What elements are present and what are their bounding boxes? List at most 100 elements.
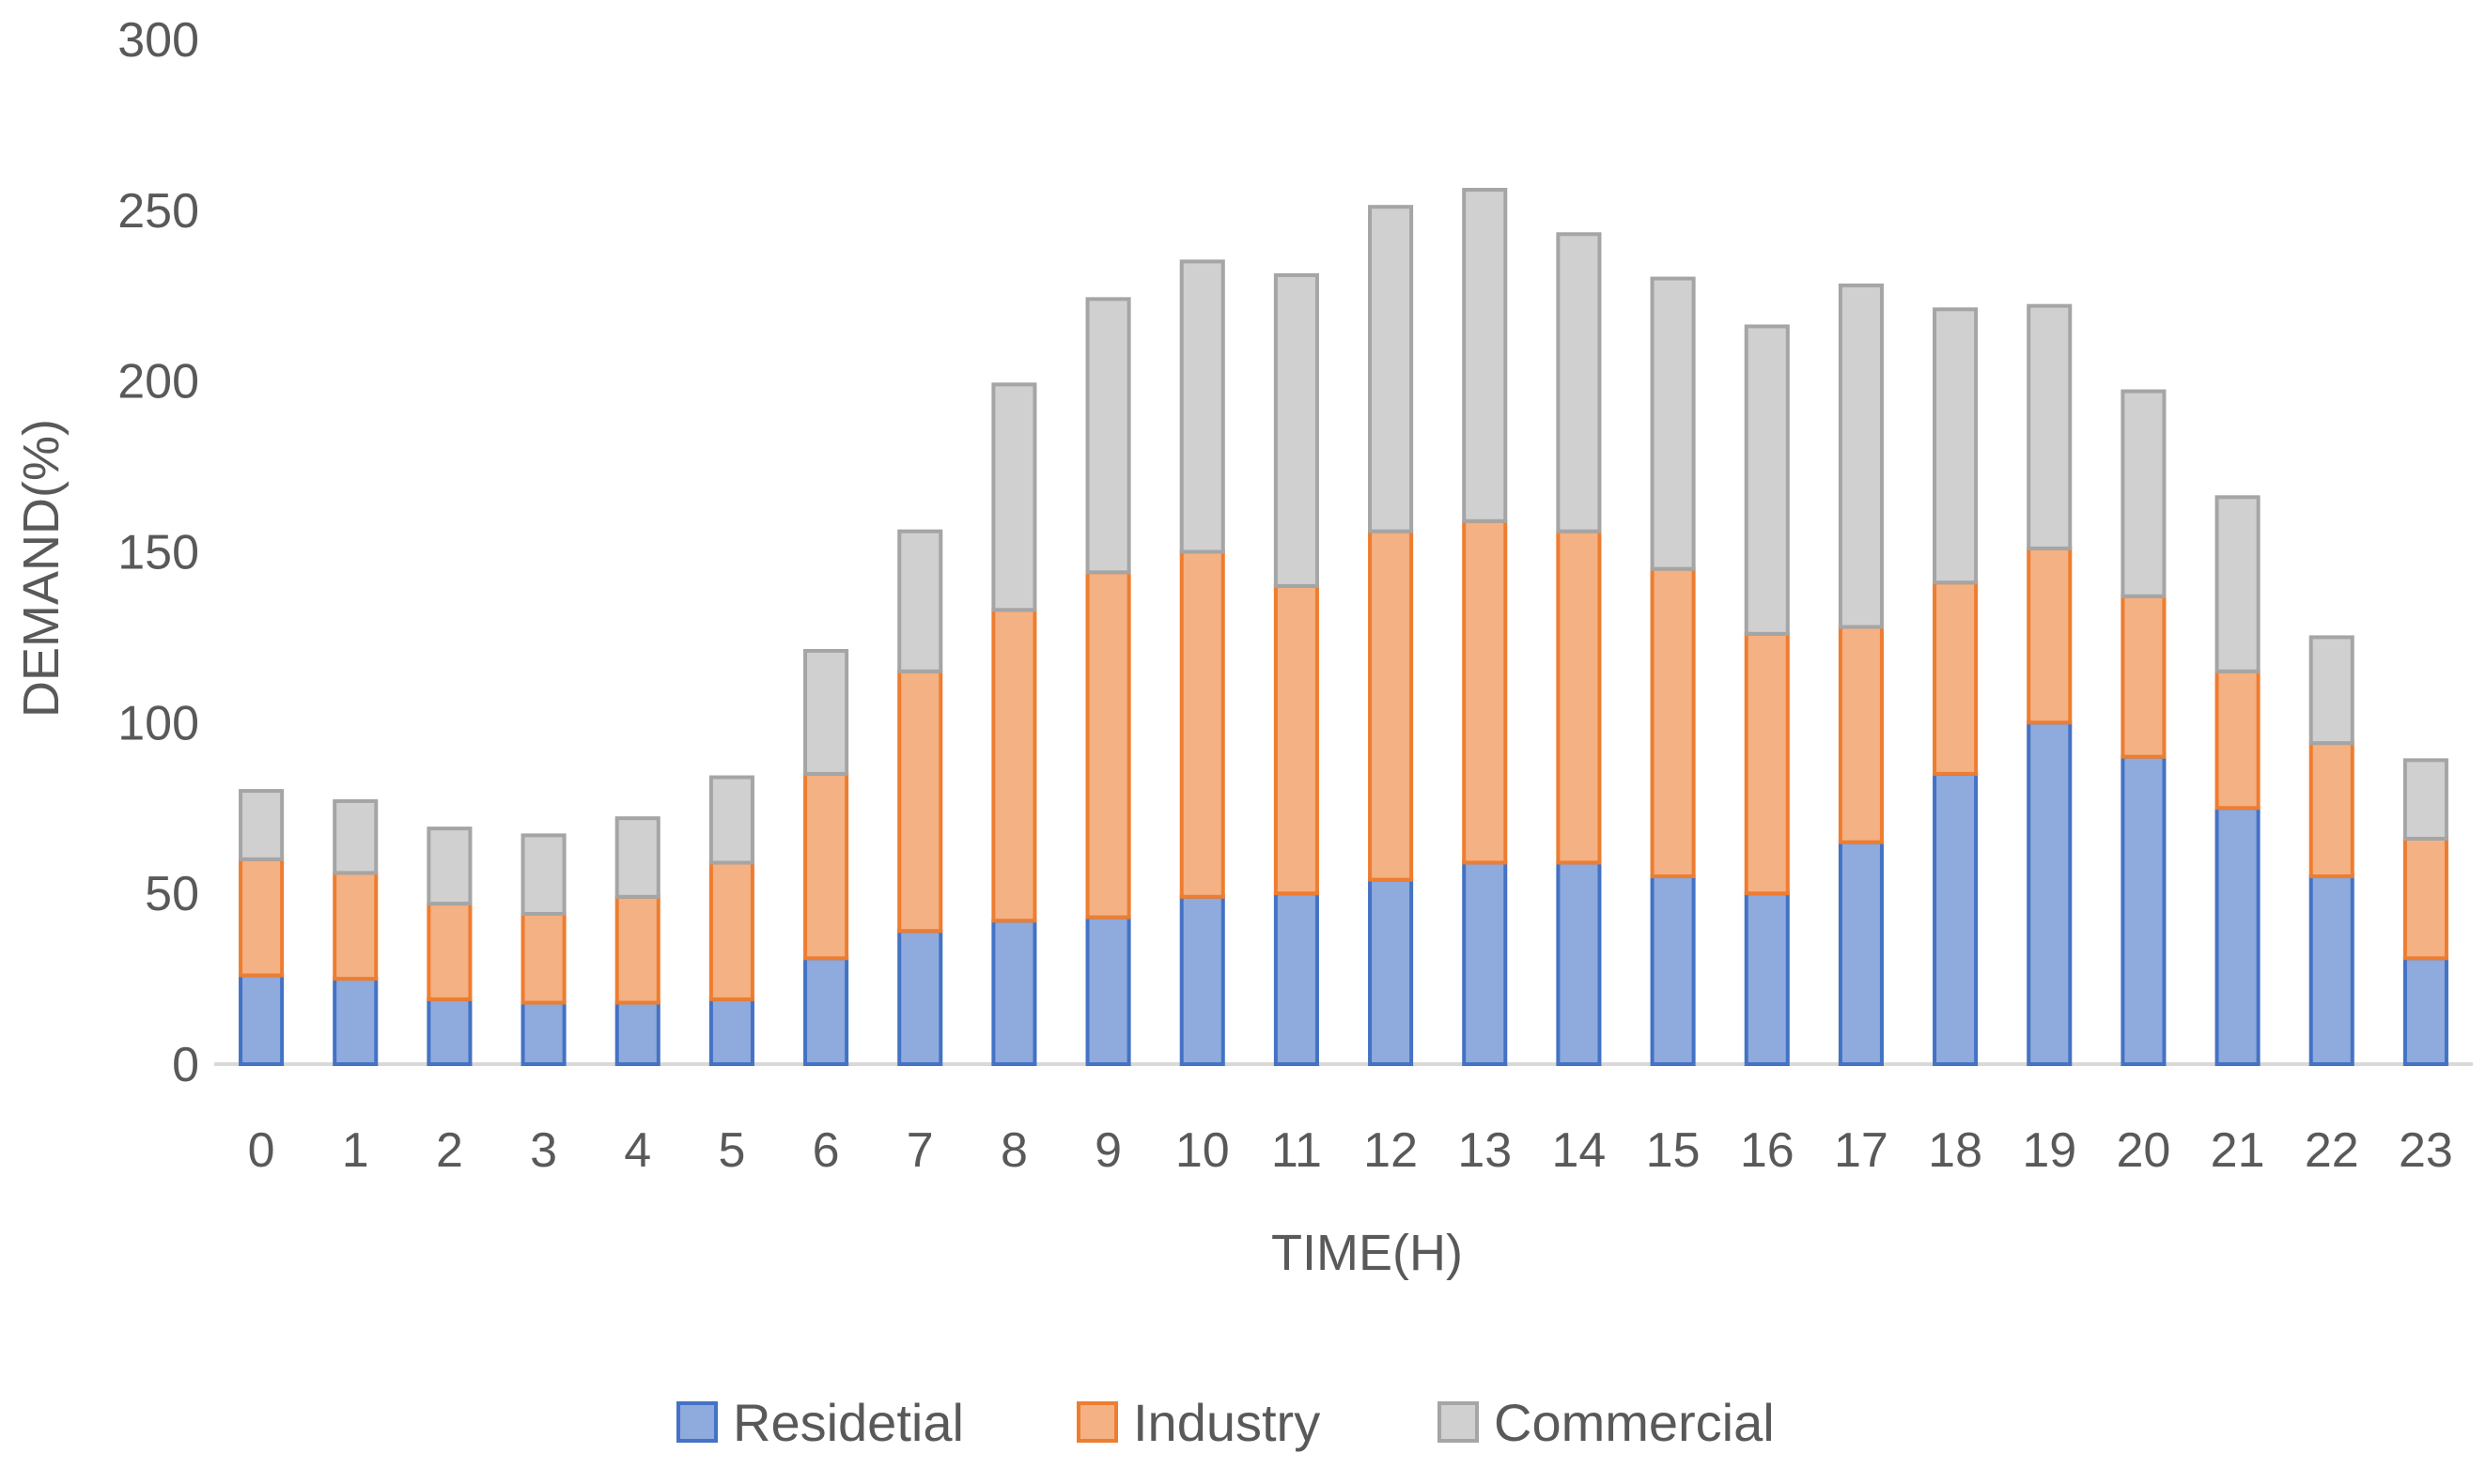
bar-industry-18 (1933, 580, 1979, 776)
y-tick-label: 50 (145, 867, 199, 921)
legend-swatch-industry (1077, 1401, 1118, 1443)
bar-commercial-6 (803, 648, 849, 776)
bar-residetial-19 (2027, 720, 2073, 1067)
bar-commercial-12 (1368, 205, 1414, 533)
x-tick-label: 3 (530, 1123, 557, 1178)
bar-residetial-3 (521, 1000, 567, 1067)
y-tick-label: 150 (117, 526, 199, 580)
bar-residetial-7 (897, 929, 943, 1066)
x-tick-label: 20 (2116, 1123, 2170, 1178)
bar-commercial-21 (2214, 495, 2261, 673)
bar-industry-6 (803, 771, 849, 961)
bar-industry-16 (1744, 631, 1790, 896)
x-tick-label: 13 (1457, 1123, 1512, 1178)
bar-commercial-20 (2121, 389, 2167, 598)
bar-residetial-13 (1462, 860, 1508, 1066)
x-tick-label: 1 (342, 1123, 369, 1178)
x-tick-label: 12 (1363, 1123, 1418, 1178)
bar-residetial-18 (1933, 771, 1979, 1066)
x-axis-title: TIME(H) (1271, 1225, 1463, 1281)
x-axis-ticks: 0 1 2 3 4 5 6 7 8 9 10 11 12 13 14 15 16 17 18 19 20 21 22 23 (248, 1123, 2453, 1178)
bar-industry-0 (239, 857, 285, 978)
bar-residetial-1 (333, 977, 379, 1066)
x-tick-label: 2 (436, 1123, 463, 1178)
bar-industry-10 (1179, 549, 1225, 899)
bar-residetial-8 (991, 919, 1037, 1067)
x-tick-label: 7 (907, 1123, 934, 1178)
x-tick-label: 15 (1646, 1123, 1701, 1178)
bar-industry-1 (333, 871, 379, 982)
bar-commercial-15 (1650, 276, 1696, 571)
bar-industry-22 (2308, 741, 2354, 878)
y-tick-label: 0 (172, 1038, 199, 1092)
x-tick-label: 14 (1551, 1123, 1606, 1178)
x-tick-label: 11 (1271, 1123, 1322, 1178)
y-tick-label: 300 (117, 13, 199, 68)
bar-commercial-5 (708, 775, 754, 865)
bar-commercial-19 (2027, 303, 2073, 550)
bar-industry-2 (427, 902, 473, 1001)
bar-residetial-23 (2402, 956, 2448, 1067)
bar-commercial-14 (1556, 232, 1602, 533)
bar-industry-13 (1462, 518, 1508, 865)
x-tick-label: 10 (1175, 1123, 1230, 1178)
x-tick-label: 16 (1740, 1123, 1795, 1178)
bar-residetial-22 (2308, 873, 2354, 1066)
bar-residetial-6 (803, 956, 849, 1067)
bar-commercial-0 (239, 789, 285, 861)
bar-residetial-16 (1744, 891, 1790, 1066)
x-tick-label: 0 (248, 1123, 275, 1178)
bar-residetial-11 (1273, 891, 1319, 1066)
bar-residetial-17 (1838, 840, 1884, 1066)
bar-industry-4 (614, 894, 660, 1005)
bar-industry-23 (2402, 836, 2448, 961)
bar-industry-19 (2027, 546, 2073, 725)
bar-commercial-11 (1273, 272, 1319, 588)
bar-commercial-2 (427, 827, 473, 906)
legend-label-industry: Industry (1133, 1393, 1320, 1452)
bar-industry-21 (2214, 669, 2261, 811)
bar-residetial-14 (1556, 860, 1602, 1066)
bar-commercial-4 (614, 816, 660, 899)
bar-residetial-10 (1179, 894, 1225, 1066)
legend-swatch-residetial (676, 1401, 718, 1443)
bar-residetial-21 (2214, 806, 2261, 1066)
x-tick-label: 4 (624, 1123, 651, 1178)
x-tick-label: 22 (2305, 1123, 2359, 1178)
bar-residetial-2 (427, 997, 473, 1067)
bar-commercial-1 (333, 798, 379, 875)
bar-industry-15 (1650, 566, 1696, 878)
legend: Residetial Industry Commercial (676, 1393, 1775, 1452)
bar-industry-12 (1368, 529, 1414, 882)
bars (239, 188, 2448, 1067)
bar-commercial-13 (1462, 188, 1508, 523)
bar-industry-3 (521, 911, 567, 1005)
bar-commercial-9 (1085, 297, 1131, 575)
bar-industry-20 (2121, 594, 2167, 759)
x-tick-label: 5 (718, 1123, 745, 1178)
x-tick-label: 9 (1095, 1123, 1122, 1178)
legend-swatch-commercial (1437, 1401, 1479, 1443)
bar-commercial-3 (521, 833, 567, 916)
x-tick-label: 23 (2399, 1123, 2453, 1178)
bar-industry-5 (708, 860, 754, 1001)
bar-commercial-22 (2308, 635, 2354, 746)
bar-residetial-12 (1368, 877, 1414, 1066)
bar-industry-11 (1273, 583, 1319, 896)
bar-commercial-8 (991, 382, 1037, 612)
bar-industry-14 (1556, 529, 1602, 865)
bar-industry-8 (991, 608, 1037, 923)
bar-residetial-15 (1650, 873, 1696, 1066)
bar-residetial-0 (239, 973, 285, 1066)
x-tick-label: 19 (2022, 1123, 2076, 1178)
bar-residetial-20 (2121, 754, 2167, 1066)
bar-commercial-10 (1179, 259, 1225, 554)
x-tick-label: 6 (813, 1123, 840, 1178)
legend-label-residetial: Residetial (733, 1393, 964, 1452)
y-tick-label: 100 (117, 696, 199, 750)
bar-commercial-7 (897, 529, 943, 673)
bar-commercial-17 (1838, 283, 1884, 629)
bar-commercial-16 (1744, 324, 1790, 636)
y-tick-label: 250 (117, 184, 199, 239)
